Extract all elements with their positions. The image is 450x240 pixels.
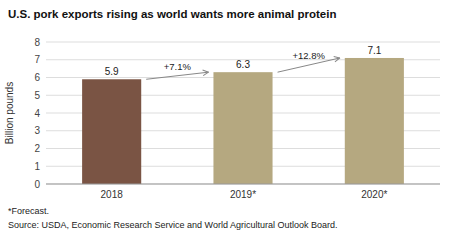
- x-tick-label: 2020*: [361, 189, 387, 200]
- grid: [46, 42, 440, 184]
- y-tick-label: 8: [34, 37, 40, 48]
- y-tick-label: 3: [34, 125, 40, 136]
- y-tick-label: 0: [34, 179, 40, 190]
- y-tick-label: 4: [34, 108, 40, 119]
- y-tick-label: 7: [34, 54, 40, 65]
- annotation-label: +12.8%: [292, 50, 325, 61]
- x-tick-label: 2019*: [230, 189, 256, 200]
- footnote: *Forecast.: [8, 206, 49, 216]
- y-tick-label: 5: [34, 90, 40, 101]
- y-tick-label: 2: [34, 143, 40, 154]
- y-tick-label: 6: [34, 72, 40, 83]
- grid-line: [46, 42, 440, 43]
- chart: U.S. pork exports rising as world wants …: [0, 0, 450, 240]
- bar: [82, 79, 141, 184]
- bar: [213, 72, 272, 184]
- x-axis-line: [46, 184, 440, 185]
- data-label: 7.1: [367, 45, 381, 56]
- y-axis-label: Billion pounds: [4, 82, 15, 144]
- data-label: 6.3: [236, 59, 250, 70]
- data-label: 5.9: [105, 66, 119, 77]
- annotation-label: +7.1%: [164, 61, 192, 72]
- title: U.S. pork exports rising as world wants …: [8, 8, 336, 20]
- bar: [345, 58, 404, 184]
- annotation-arrow: [146, 72, 208, 79]
- grid-line: [46, 184, 440, 185]
- x-tick-label: 2018: [101, 189, 124, 200]
- bars: [82, 58, 404, 184]
- footnote: Source: USDA, Economic Research Service …: [8, 220, 337, 230]
- y-tick-label: 1: [34, 161, 40, 172]
